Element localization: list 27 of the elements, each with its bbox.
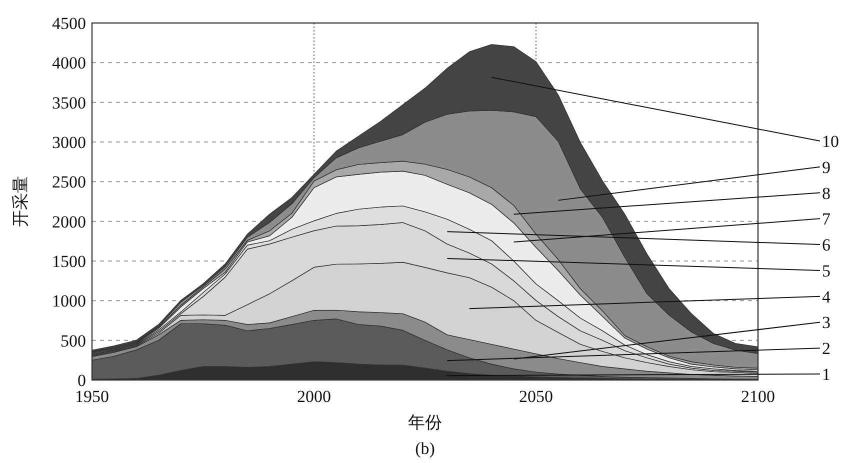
- y-tick-label: 2000: [52, 212, 86, 232]
- text: 1: [822, 365, 830, 384]
- y-tick-label: 2500: [52, 172, 86, 192]
- y-tick-label: 3500: [52, 93, 86, 112]
- y-tick-label: 0: [78, 371, 86, 390]
- text: 4: [822, 287, 831, 306]
- y-axis-title: 开采量: [11, 176, 30, 227]
- x-tick-label: 2100: [741, 387, 775, 406]
- x-tick-label: 1950: [75, 387, 109, 406]
- x-tick-label: 2000: [297, 387, 331, 406]
- text: 7: [822, 210, 831, 229]
- x-axis-title: 年份: [408, 413, 442, 432]
- text: 6: [822, 236, 830, 255]
- x-tick-label: 2050: [519, 387, 553, 406]
- text: 3: [822, 313, 830, 332]
- text: 9: [822, 158, 830, 177]
- y-tick-label: 3000: [52, 133, 86, 152]
- y-tick-label: 1500: [52, 252, 86, 271]
- text: 5: [822, 261, 830, 280]
- y-tick-label: 500: [60, 331, 86, 350]
- text: 10: [822, 132, 839, 151]
- text: 2: [822, 339, 830, 358]
- text: (b): [415, 439, 435, 458]
- y-tick-label: 4500: [52, 14, 86, 33]
- y-tick-label: 1000: [52, 292, 86, 311]
- y-tick-label: 4000: [52, 54, 86, 73]
- text: 8: [822, 184, 830, 203]
